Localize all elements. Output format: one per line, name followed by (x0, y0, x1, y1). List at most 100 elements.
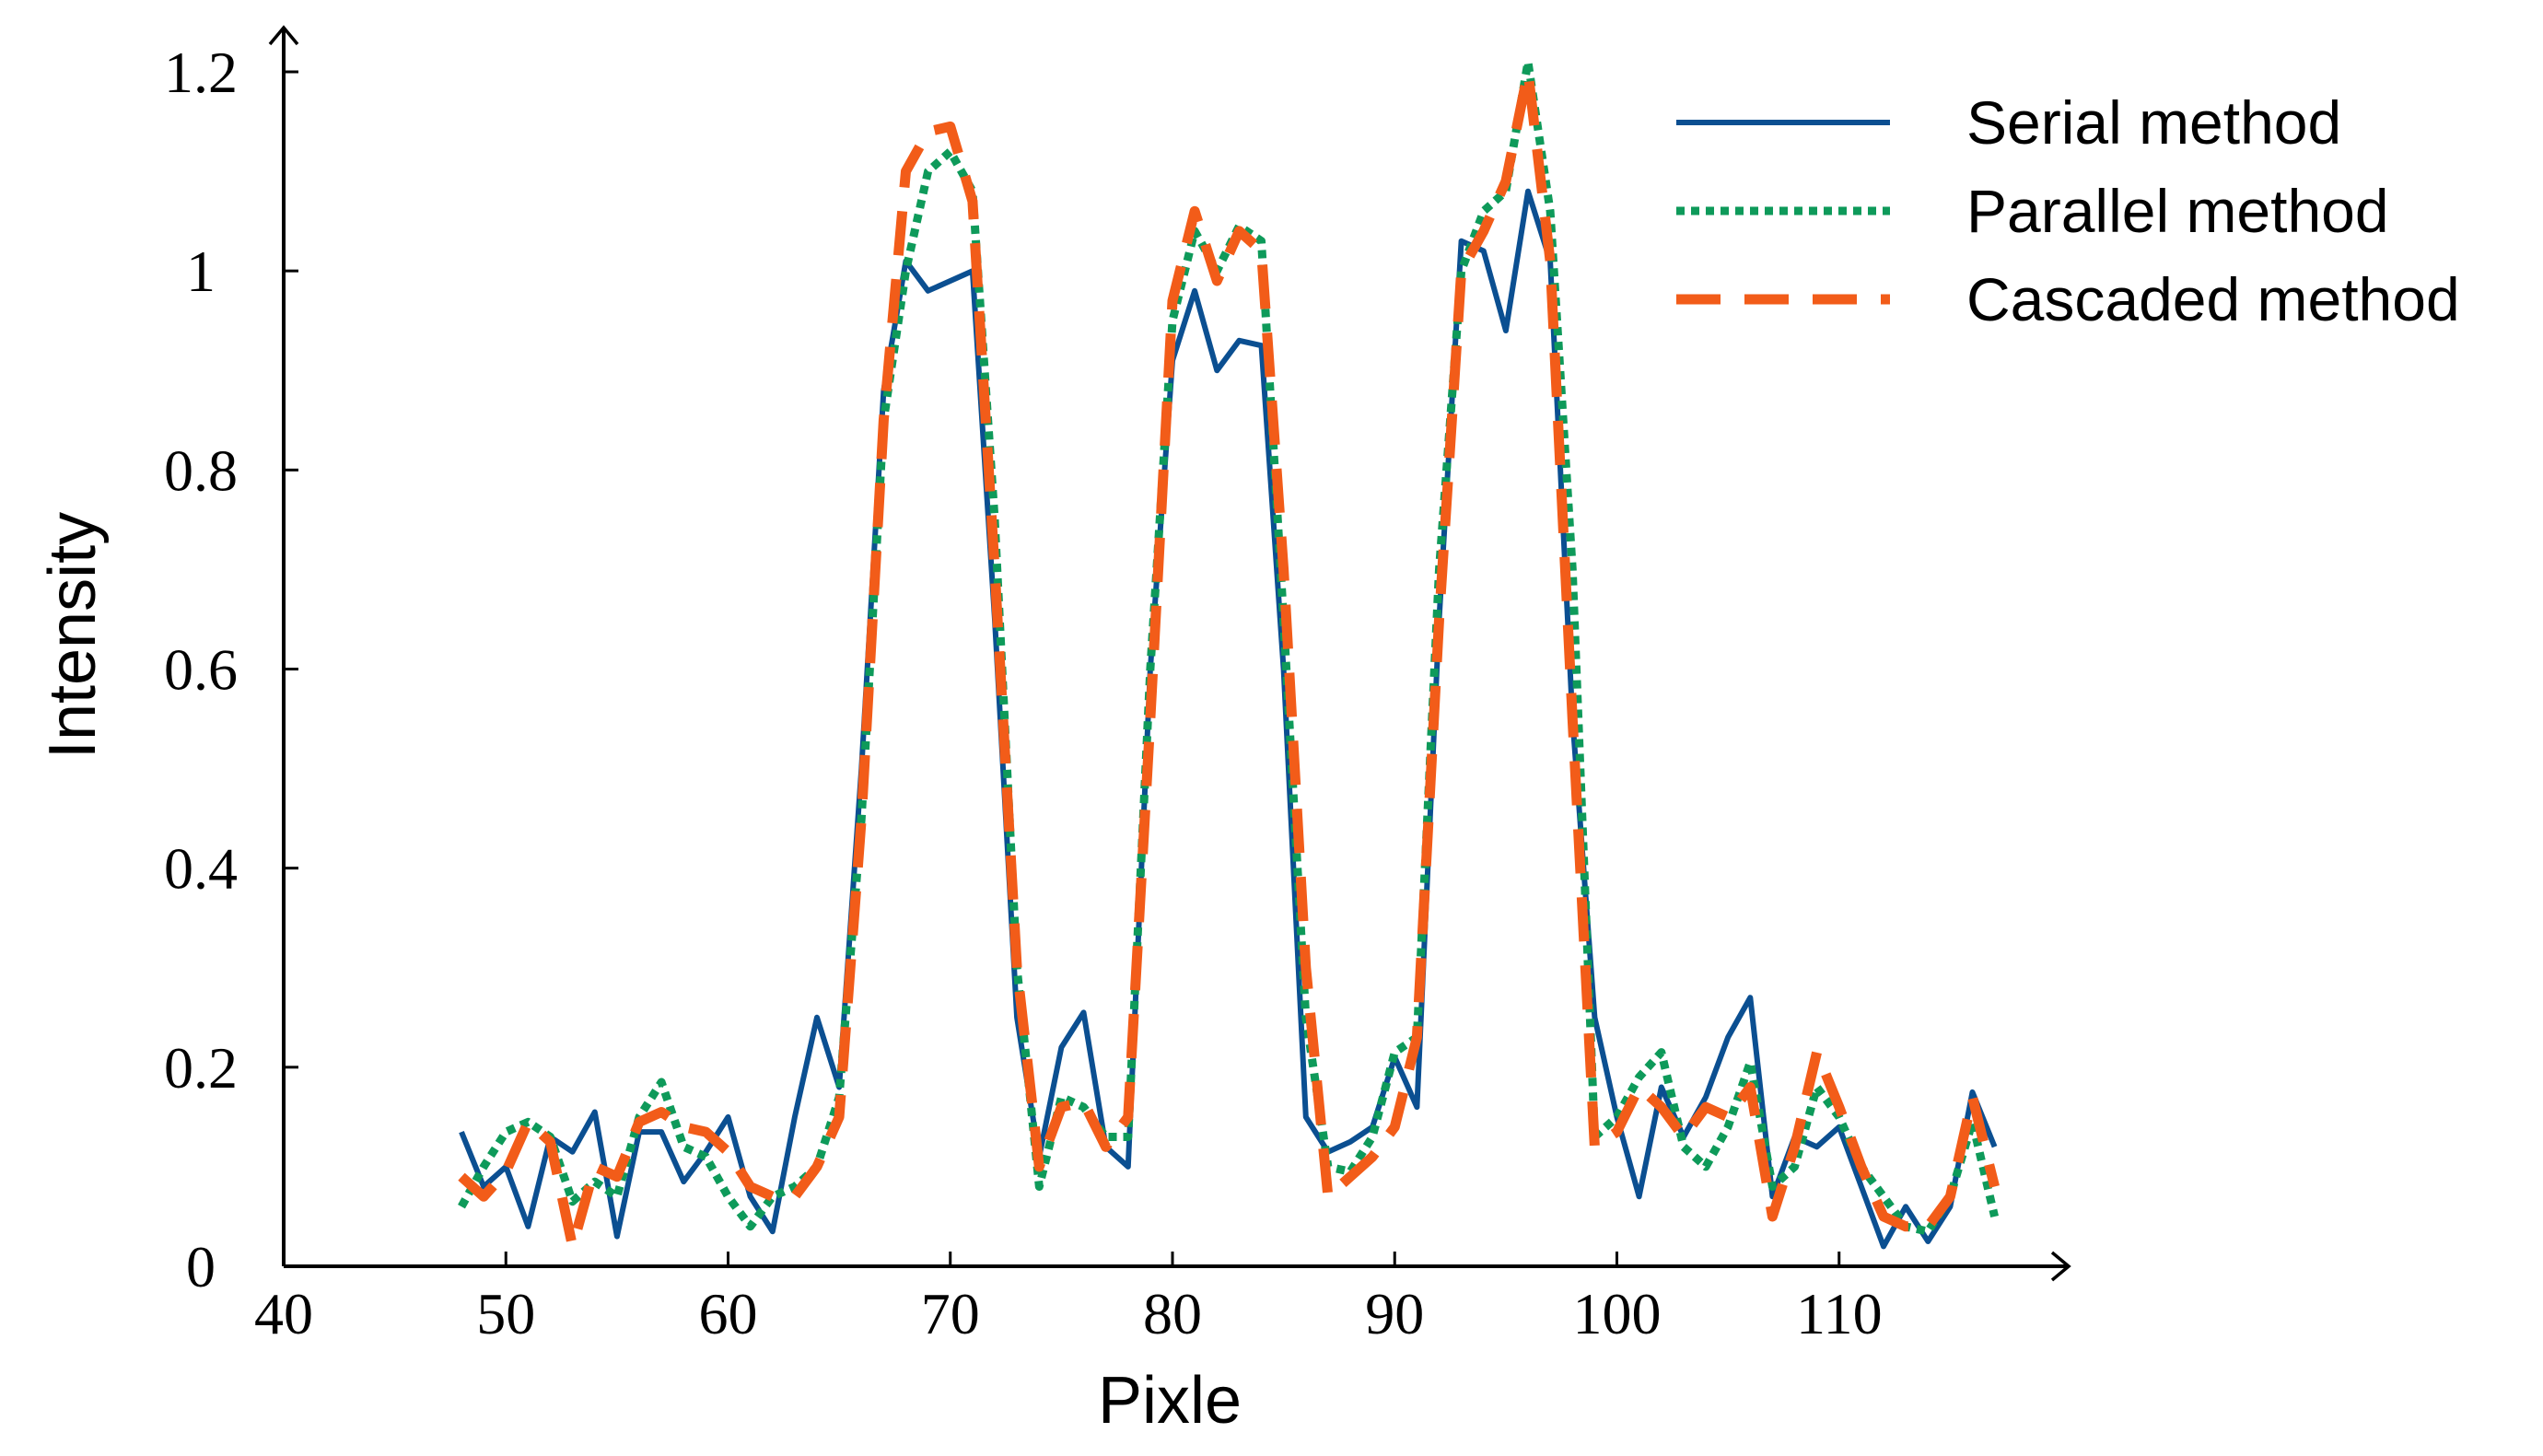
data-point (616, 1196, 617, 1197)
data-point (1372, 1136, 1373, 1137)
data-point (750, 1226, 751, 1227)
data-point (1372, 1157, 1373, 1158)
data-point (772, 1231, 773, 1232)
data-point (1728, 1116, 1729, 1117)
data-point (728, 1151, 729, 1152)
data-point (1572, 569, 1573, 570)
data-point (950, 151, 951, 152)
data-point (1661, 1087, 1662, 1088)
data-point (1838, 1116, 1839, 1117)
data-point (927, 131, 928, 132)
data-point (1083, 1107, 1084, 1108)
data-point (1750, 997, 1751, 998)
data-point (1083, 1012, 1084, 1013)
data-point (1505, 331, 1506, 332)
data-point (1127, 1136, 1128, 1137)
data-point (1594, 1017, 1595, 1018)
data-point (594, 1166, 595, 1167)
data-point (817, 1166, 818, 1167)
data-point (1039, 1166, 1040, 1167)
data-point (550, 1141, 551, 1142)
data-point (1149, 669, 1150, 670)
data-point (1127, 1116, 1128, 1117)
data-point (972, 201, 973, 202)
data-point (1483, 211, 1484, 212)
data-point (1928, 1226, 1929, 1227)
data-point (1706, 1107, 1707, 1108)
data-point (1305, 967, 1306, 968)
series-parallel-method (458, 57, 1999, 1236)
data-point (572, 1201, 573, 1202)
y-tick-label: 0 (186, 1234, 216, 1299)
data-point (1906, 1226, 1907, 1227)
data-point (616, 1176, 617, 1177)
x-tick-label: 80 (1143, 1281, 1202, 1346)
x-tick-label: 70 (921, 1281, 980, 1346)
data-point (461, 1132, 462, 1133)
data-point (1728, 1037, 1729, 1038)
data-point (1061, 1097, 1062, 1098)
data-point (1550, 261, 1551, 262)
data-point (1528, 72, 1529, 73)
data-point (883, 420, 884, 421)
data-point (1195, 290, 1196, 291)
data-point (1017, 1017, 1018, 1018)
data-point (1327, 1196, 1328, 1197)
data-point (728, 1196, 729, 1197)
data-point (1661, 1107, 1662, 1108)
data-point (461, 1176, 462, 1177)
data-point (1017, 967, 1018, 968)
data-point (1528, 62, 1529, 63)
data-point (1461, 240, 1462, 241)
data-point (750, 1196, 751, 1197)
data-point (1061, 1047, 1062, 1048)
data-point (1217, 370, 1218, 371)
legend: Serial method Parallel method Cascaded met… (1676, 88, 2460, 333)
data-point (1794, 1166, 1795, 1167)
series-serial-method (459, 188, 1998, 1250)
data-point (1706, 1097, 1707, 1098)
data-point (572, 1151, 573, 1152)
series-line (458, 57, 1999, 1236)
data-point (1461, 271, 1462, 272)
y-tick-label: 0.6 (164, 637, 238, 703)
data-point (861, 818, 862, 819)
data-point (1950, 1206, 1951, 1207)
data-point (817, 1017, 818, 1018)
data-point (1172, 300, 1173, 301)
y-tick-label: 0.4 (164, 836, 238, 902)
data-point (1616, 1116, 1617, 1117)
x-tick-label: 90 (1365, 1281, 1424, 1346)
data-point (1350, 1141, 1351, 1142)
data-point (1816, 1087, 1817, 1088)
data-point (1350, 1176, 1351, 1177)
y-tick-label: 0.8 (164, 437, 238, 503)
data-point (1127, 1166, 1128, 1167)
legend-label: Parallel method (1966, 177, 2389, 245)
x-tick-label: 110 (1796, 1281, 1883, 1346)
data-point (750, 1186, 751, 1187)
x-tick-label: 50 (476, 1281, 535, 1346)
data-point (1261, 250, 1262, 251)
series-line (459, 188, 1998, 1250)
data-point (1283, 569, 1284, 570)
data-point (1683, 1136, 1684, 1137)
data-point (1772, 1186, 1773, 1187)
data-point (1394, 1126, 1395, 1127)
data-point (1550, 211, 1551, 212)
data-point (1172, 320, 1173, 321)
data-point (1772, 1196, 1773, 1197)
data-point (1928, 1241, 1929, 1242)
series-line (458, 66, 2000, 1252)
data-point (1483, 230, 1484, 231)
data-point (572, 1246, 573, 1247)
data-point (905, 271, 906, 272)
data-point (506, 1171, 507, 1172)
x-axis-arrowhead (2050, 1251, 2071, 1282)
data-point (528, 1226, 529, 1227)
data-point (1816, 1052, 1817, 1053)
data-point (1239, 340, 1240, 341)
data-point (1149, 718, 1150, 719)
data-point (1217, 281, 1218, 282)
